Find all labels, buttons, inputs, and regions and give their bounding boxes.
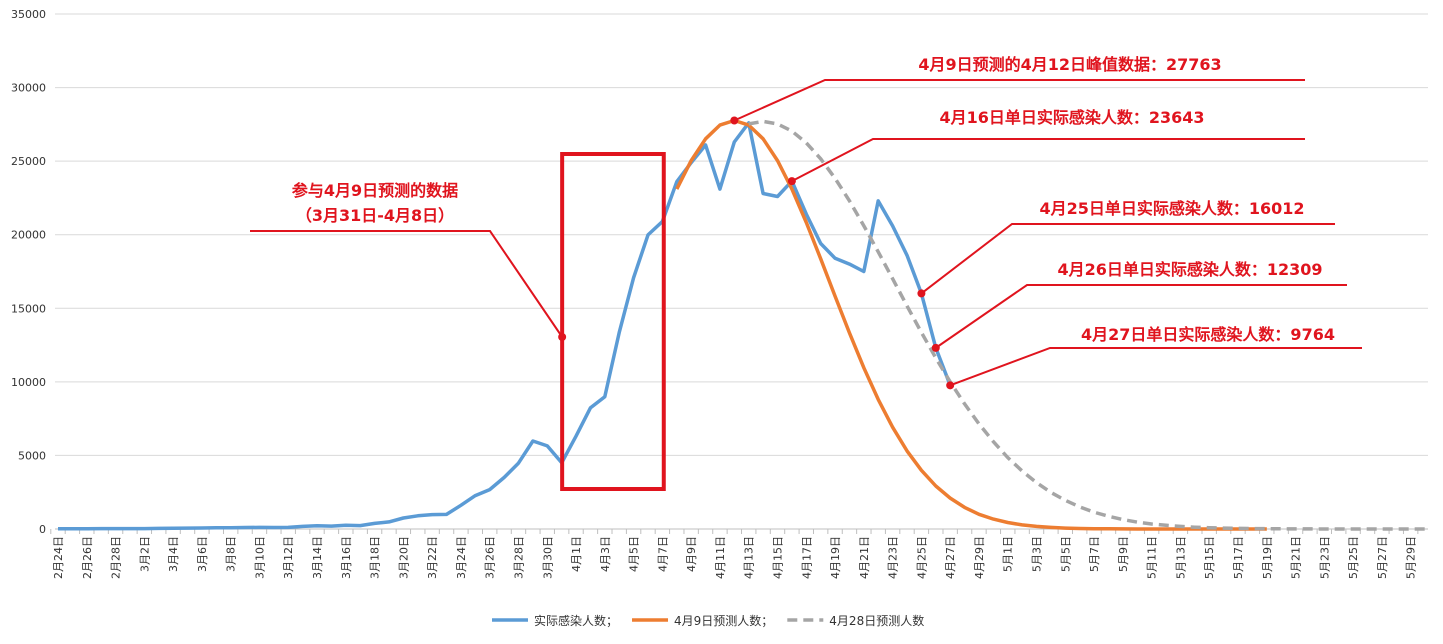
annotation-text: 参与4月9日预测的数据 [292, 181, 458, 200]
x-tick-label: 5月13日 [1174, 536, 1187, 579]
x-tick-label: 5月29日 [1405, 536, 1418, 579]
callout-dot [946, 381, 955, 390]
x-tick-label: 5月25日 [1347, 536, 1360, 579]
legend-label: 4月28日预测人数 [829, 613, 924, 628]
callout-dot [787, 177, 796, 186]
callout-dot [730, 116, 739, 125]
y-tick-label: 30000 [11, 82, 46, 95]
callout-dot [917, 289, 926, 298]
callout-dot [558, 333, 567, 341]
annotation-text: 4月25日单日实际感染人数：16012 [1039, 199, 1304, 218]
x-tick-label: 3月8日 [225, 536, 238, 572]
x-tick-label: 4月3日 [599, 536, 612, 572]
x-tick-label: 5月11日 [1146, 536, 1159, 579]
callout-line [949, 347, 1362, 387]
callout-line [935, 284, 1347, 349]
annotation-text: （3月31日-4月8日） [296, 206, 454, 225]
annotation-text: 4月26日单日实际感染人数：12309 [1057, 260, 1322, 279]
x-tick-label: 4月11日 [714, 536, 727, 579]
annotation-text: 4月9日预测的4月12日峰值数据：27763 [918, 55, 1221, 74]
x-tick-label: 3月24日 [455, 536, 468, 579]
y-tick-label: 15000 [11, 302, 46, 315]
x-tick-label: 4月19日 [829, 536, 842, 579]
x-tick-label: 4月23日 [887, 536, 900, 579]
x-tick-label: 3月14日 [311, 536, 324, 579]
x-tick-label: 4月25日 [915, 536, 928, 579]
x-tick-label: 3月6日 [196, 536, 209, 572]
y-tick-label: 20000 [11, 229, 46, 242]
x-tick-label: 3月22日 [426, 536, 439, 579]
x-tick-label: 2月28日 [110, 536, 123, 579]
x-tick-label: 4月15日 [772, 536, 785, 579]
x-tick-label: 3月20日 [397, 536, 410, 579]
callout-line [733, 79, 1305, 122]
series-line-0 [58, 121, 952, 531]
y-tick-label: 25000 [11, 155, 46, 168]
x-tick-label: 4月7日 [656, 536, 669, 572]
callout-line [250, 230, 563, 338]
callout-line [920, 223, 1335, 295]
x-tick-label: 4月9日 [685, 536, 698, 572]
annotation-text: 4月16日单日实际感染人数：23643 [939, 108, 1204, 127]
x-tick-label: 3月26日 [484, 536, 497, 579]
x-tick-label: 2月26日 [81, 536, 94, 579]
x-tick-label: 3月2日 [138, 536, 151, 572]
series-line-1 [675, 118, 1267, 531]
callout-line [791, 138, 1305, 182]
x-tick-label: 3月18日 [369, 536, 382, 579]
y-tick-label: 5000 [18, 449, 46, 462]
x-tick-label: 5月23日 [1318, 536, 1331, 579]
x-tick-label: 3月4日 [167, 536, 180, 572]
series-line-2 [748, 119, 1425, 531]
x-tick-label: 5月17日 [1232, 536, 1245, 579]
x-tick-label: 5月5日 [1059, 536, 1072, 572]
x-tick-label: 5月27日 [1376, 536, 1389, 579]
x-tick-label: 3月12日 [282, 536, 295, 579]
x-tick-label: 3月28日 [512, 536, 525, 579]
x-tick-label: 5月9日 [1117, 536, 1130, 572]
callout-dot [931, 343, 940, 352]
x-tick-label: 3月16日 [340, 536, 353, 579]
y-tick-label: 0 [39, 523, 46, 536]
x-tick-label: 2月24日 [52, 536, 65, 579]
x-tick-label: 4月13日 [743, 536, 756, 579]
x-tick-label: 4月1日 [570, 536, 583, 572]
x-tick-label: 5月15日 [1203, 536, 1216, 579]
x-tick-label: 5月21日 [1290, 536, 1303, 579]
x-tick-label: 4月27日 [944, 536, 957, 579]
x-tick-label: 4月17日 [800, 536, 813, 579]
legend-label: 4月9日预测人数； [674, 613, 773, 628]
x-tick-label: 4月5日 [628, 536, 641, 572]
highlight-box [560, 152, 666, 491]
x-tick-label: 3月30日 [541, 536, 554, 579]
y-tick-label: 10000 [11, 376, 46, 389]
x-tick-label: 3月10日 [253, 536, 266, 579]
x-tick-label: 5月19日 [1261, 536, 1274, 579]
x-tick-label: 5月1日 [1002, 536, 1015, 572]
x-tick-label: 5月3日 [1031, 536, 1044, 572]
x-tick-label: 4月21日 [858, 536, 871, 579]
annotation-text: 4月27日单日实际感染人数：9764 [1081, 325, 1335, 344]
legend-label: 实际感染人数； [534, 613, 618, 628]
y-tick-label: 35000 [11, 8, 46, 21]
x-tick-label: 4月29日 [973, 536, 986, 579]
x-tick-label: 5月7日 [1088, 536, 1101, 572]
